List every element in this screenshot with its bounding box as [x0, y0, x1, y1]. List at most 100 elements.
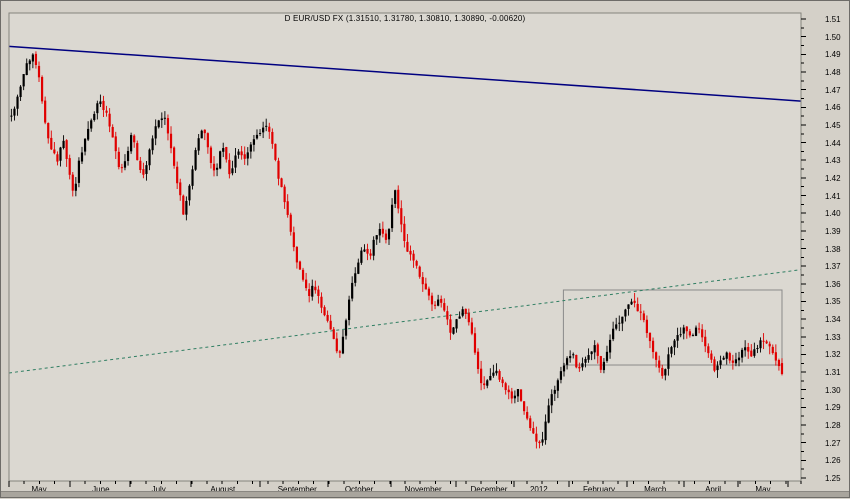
candle: [676, 335, 679, 341]
candle: [19, 86, 22, 98]
x-axis-label: July: [151, 485, 166, 494]
candle: [344, 320, 348, 336]
candle: [412, 253, 415, 261]
candle: [172, 147, 176, 166]
candle: [449, 319, 452, 333]
candle: [182, 195, 185, 215]
y-axis-label: 1.36: [825, 279, 841, 289]
candle: [553, 389, 556, 394]
candle: [728, 353, 731, 361]
candle: [99, 101, 102, 105]
candle: [283, 186, 286, 203]
candle: [258, 132, 262, 134]
y-axis-label: 1.43: [825, 156, 841, 166]
candle: [394, 190, 397, 204]
candles: [10, 51, 784, 449]
trendline-descending-resistance[interactable]: [8, 45, 802, 102]
candle: [203, 129, 206, 134]
candle: [516, 389, 520, 397]
candle: [719, 360, 722, 365]
rectangle-annotation[interactable]: [562, 289, 783, 366]
candle: [691, 335, 695, 337]
candle: [44, 100, 47, 123]
y-axis-label: 1.26: [825, 456, 841, 466]
candle: [397, 189, 400, 209]
candle: [93, 113, 96, 121]
candle: [200, 130, 203, 139]
candle: [731, 360, 734, 363]
candle: [565, 358, 569, 365]
candle: [645, 319, 649, 334]
candle: [16, 96, 19, 109]
y-axis-label: 1.44: [825, 138, 841, 148]
candle: [526, 411, 529, 419]
candle: [160, 118, 163, 121]
candle: [651, 340, 655, 353]
candle: [105, 110, 108, 113]
candle: [378, 229, 381, 236]
candle: [25, 63, 28, 76]
candle: [268, 126, 271, 132]
x-axis-label: April: [705, 485, 722, 494]
candle: [734, 359, 738, 364]
candle: [443, 303, 446, 311]
candle: [111, 126, 114, 138]
candle: [317, 289, 320, 296]
candle: [277, 160, 280, 179]
candle: [286, 201, 289, 215]
candle: [587, 355, 590, 360]
y-axis-label: 1.27: [825, 438, 841, 448]
candle: [246, 152, 249, 159]
candle: [710, 353, 713, 360]
candle: [212, 163, 216, 171]
x-axis-label: September: [277, 485, 317, 494]
candle: [648, 332, 652, 342]
candle: [593, 345, 596, 353]
candle: [390, 204, 394, 229]
candle: [403, 223, 406, 242]
candle: [682, 327, 685, 334]
candle: [271, 131, 274, 144]
candle: [762, 340, 765, 342]
x-axis-label: February: [583, 485, 616, 494]
candle: [667, 354, 670, 369]
candle: [120, 167, 124, 169]
candle: [658, 360, 661, 368]
candle: [624, 309, 627, 317]
candle: [289, 214, 292, 232]
candle: [780, 363, 784, 375]
candle: [308, 289, 311, 297]
candle: [605, 351, 609, 361]
candle: [507, 389, 510, 393]
candle: [326, 314, 329, 321]
candle: [117, 151, 120, 168]
candle: [215, 167, 219, 170]
candle: [338, 351, 341, 353]
candle: [633, 300, 636, 303]
candle: [424, 283, 427, 290]
candle: [464, 308, 467, 314]
candle: [341, 336, 345, 354]
candle: [440, 298, 443, 303]
candle: [716, 365, 719, 371]
trendline-ascending-support[interactable]: [8, 269, 802, 374]
candle: [467, 313, 470, 323]
candle: [774, 352, 777, 361]
candle: [697, 328, 701, 330]
y-axis-label: 1.41: [825, 191, 841, 201]
y-axis-label: 1.50: [825, 32, 841, 42]
candle: [476, 351, 480, 370]
candle: [639, 311, 642, 313]
candle: [28, 60, 31, 65]
candle: [498, 371, 501, 380]
candle: [335, 338, 338, 352]
candle: [559, 371, 563, 380]
candle: [768, 343, 771, 347]
candle: [544, 421, 547, 441]
candle: [522, 401, 526, 412]
candle: [252, 139, 256, 145]
candle: [139, 160, 142, 171]
y-axis-label: 1.42: [825, 173, 841, 183]
candle: [513, 395, 516, 399]
